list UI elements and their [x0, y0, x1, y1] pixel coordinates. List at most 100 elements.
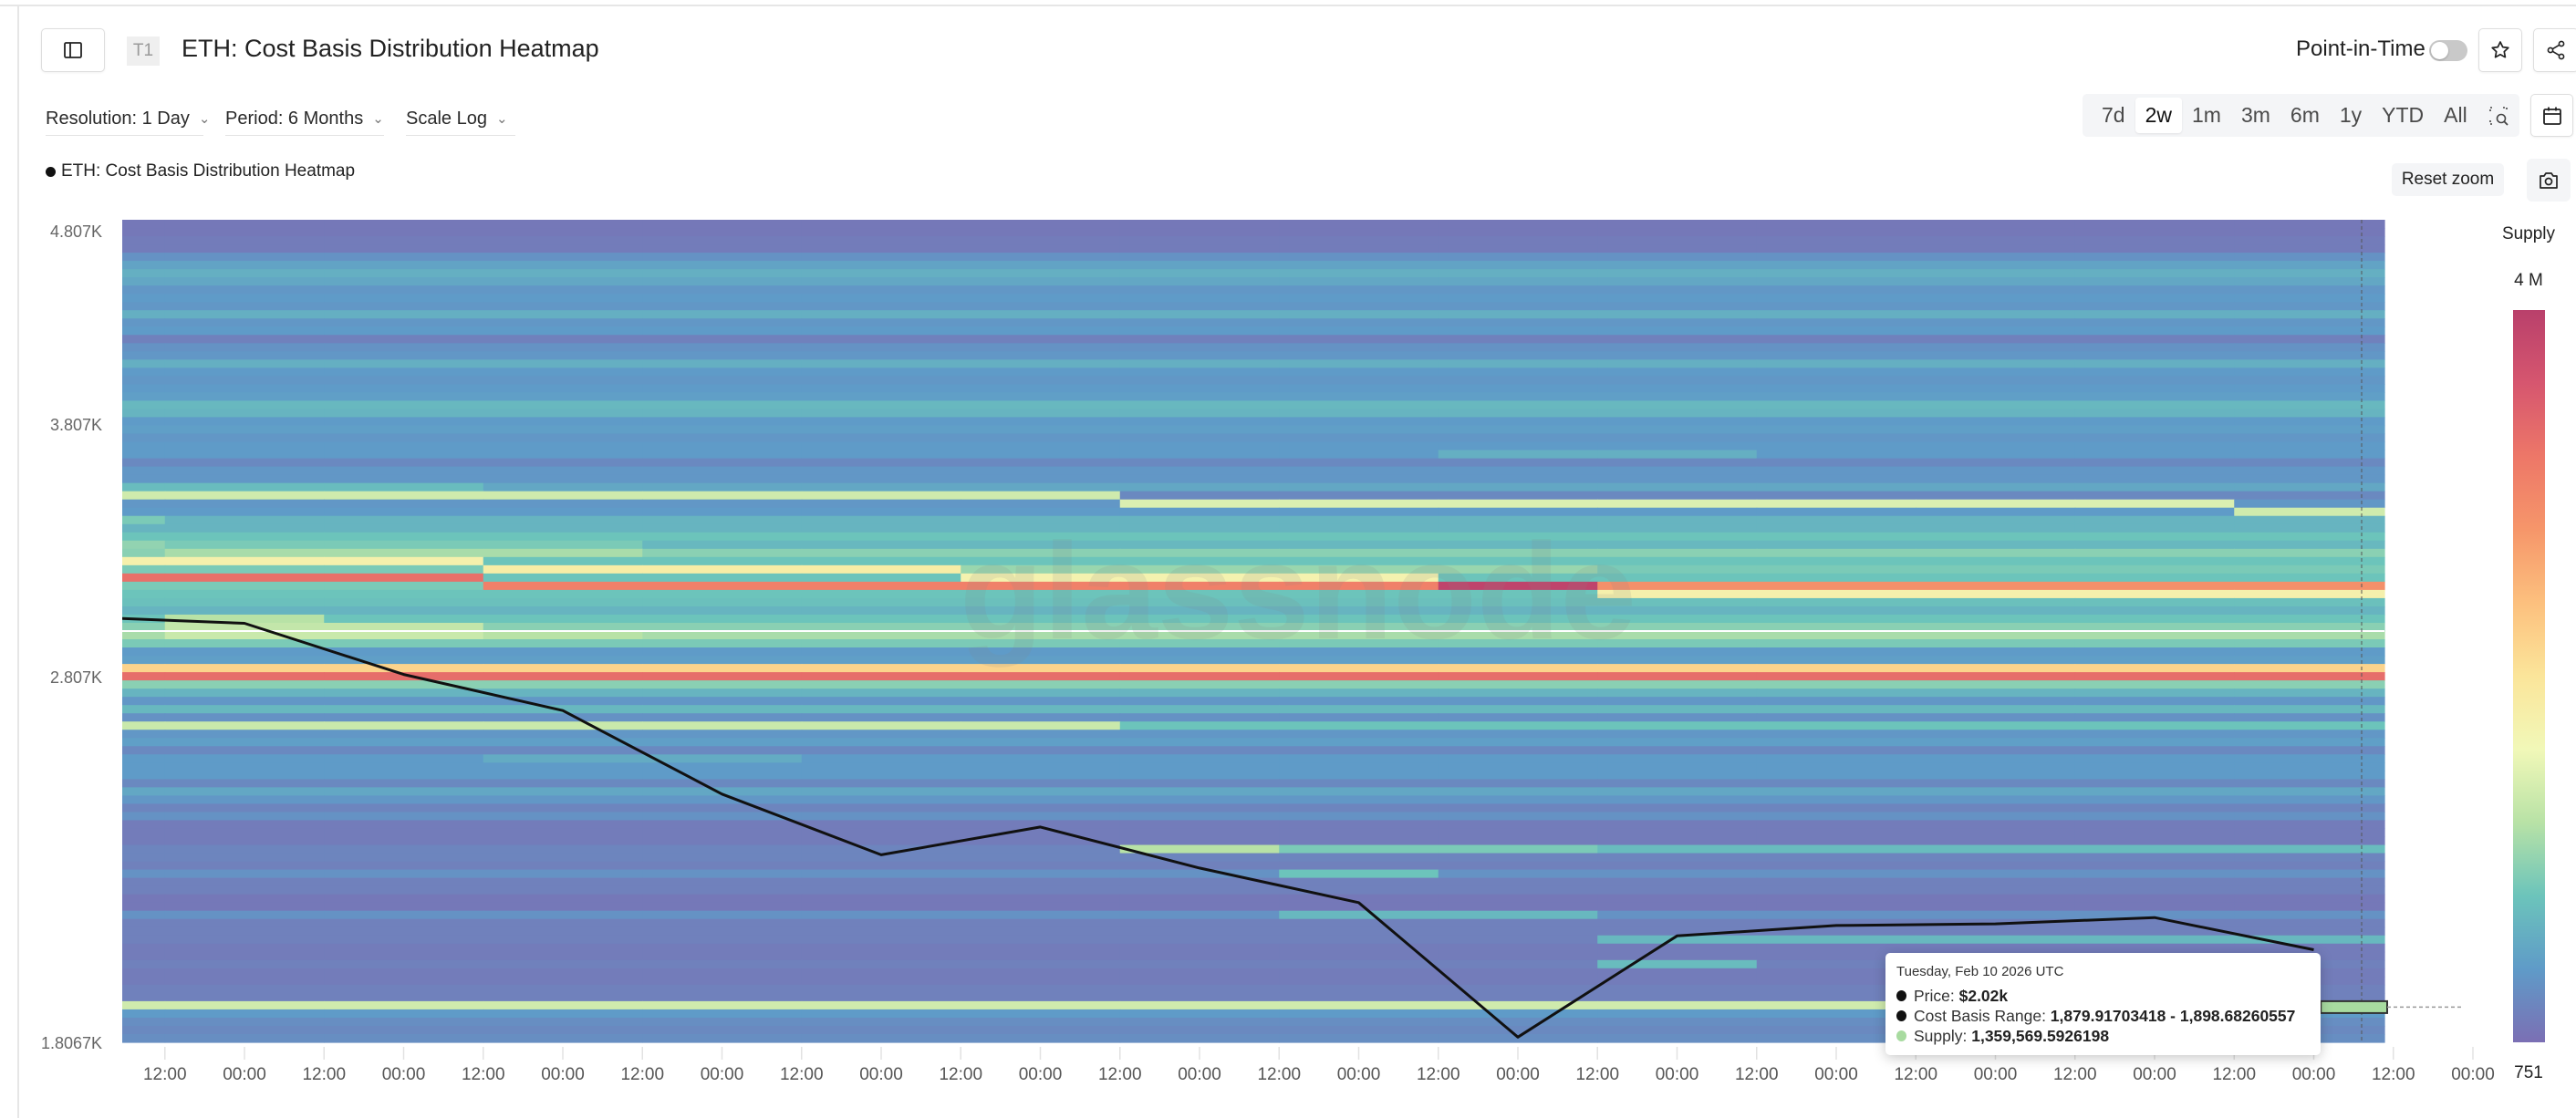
heatmap-cell[interactable] — [1279, 820, 1439, 830]
heatmap-cell[interactable] — [483, 581, 643, 591]
heatmap-cell[interactable] — [1916, 236, 2076, 245]
heatmap-cell[interactable] — [2074, 491, 2235, 501]
heatmap-cell[interactable] — [483, 277, 643, 286]
heatmap-cell[interactable] — [801, 384, 961, 394]
heatmap-cell[interactable] — [483, 738, 643, 747]
heatmap-cell[interactable] — [961, 409, 1121, 419]
heatmap-cell[interactable] — [961, 705, 1121, 714]
heatmap-cell[interactable] — [483, 450, 643, 460]
heatmap-cell[interactable] — [801, 515, 961, 525]
heatmap-cell[interactable] — [1119, 762, 1280, 771]
heatmap-cell[interactable] — [1438, 491, 1598, 501]
heatmap-cell[interactable] — [2074, 474, 2235, 484]
heatmap-cell[interactable] — [122, 1000, 166, 1010]
heatmap-cell[interactable] — [1916, 853, 2076, 863]
heatmap-cell[interactable] — [1597, 771, 1758, 780]
heatmap-cell[interactable] — [1279, 589, 1439, 599]
heatmap-cell[interactable] — [1597, 820, 1758, 830]
heatmap-cell[interactable] — [1119, 606, 1280, 616]
heatmap-cell[interactable] — [642, 564, 803, 575]
heatmap-cell[interactable] — [961, 754, 1121, 763]
heatmap-cell[interactable] — [2234, 351, 2385, 360]
heatmap-cell[interactable] — [1119, 926, 1280, 937]
heatmap-cell[interactable] — [1438, 647, 1598, 657]
heatmap-cell[interactable] — [801, 220, 961, 229]
heatmap-cell[interactable] — [801, 688, 961, 698]
heatmap-cell[interactable] — [2074, 680, 2235, 689]
heatmap-cell[interactable] — [164, 236, 325, 245]
heatmap-cell[interactable] — [122, 384, 166, 394]
heatmap-cell[interactable] — [961, 853, 1121, 863]
heatmap-cell[interactable] — [483, 614, 643, 624]
heatmap-cell[interactable] — [324, 738, 484, 747]
heatmap-cell[interactable] — [1597, 984, 1758, 994]
heatmap-cell[interactable] — [961, 803, 1121, 813]
heatmap-cell[interactable] — [801, 713, 961, 722]
heatmap-cell[interactable] — [961, 532, 1121, 542]
heatmap-cell[interactable] — [1119, 705, 1280, 714]
heatmap-cell[interactable] — [324, 926, 484, 937]
heatmap-cell[interactable] — [1756, 409, 1916, 419]
heatmap-cell[interactable] — [961, 269, 1121, 278]
heatmap-cell[interactable] — [1597, 656, 1758, 665]
heatmap-cell[interactable] — [122, 680, 166, 689]
heatmap-cell[interactable] — [961, 730, 1121, 739]
heatmap-cell[interactable] — [164, 968, 325, 978]
heatmap-cell[interactable] — [801, 992, 961, 1002]
heatmap-cell[interactable] — [164, 499, 325, 509]
heatmap-cell[interactable] — [1438, 277, 1598, 286]
heatmap-cell[interactable] — [1438, 902, 1598, 912]
heatmap-cell[interactable] — [1916, 688, 2076, 698]
heatmap-cell[interactable] — [483, 573, 643, 583]
heatmap-cell[interactable] — [1916, 532, 2076, 542]
heatmap-cell[interactable] — [961, 310, 1121, 319]
heatmap-cell[interactable] — [122, 425, 166, 435]
heatmap-cell[interactable] — [1119, 466, 1280, 476]
heatmap-cell[interactable] — [1916, 631, 2076, 640]
heatmap-cell[interactable] — [801, 597, 961, 607]
heatmap-cell[interactable] — [324, 548, 484, 558]
heatmap-cell[interactable] — [2074, 548, 2235, 558]
screenshot-button[interactable] — [2527, 159, 2571, 202]
heatmap-cell[interactable] — [1279, 869, 1439, 879]
heatmap-cell[interactable] — [961, 844, 1121, 854]
heatmap-cell[interactable] — [164, 787, 325, 796]
heatmap-cell[interactable] — [164, 384, 325, 394]
heatmap-cell[interactable] — [801, 853, 961, 863]
heatmap-cell[interactable] — [2234, 326, 2385, 336]
heatmap-cell[interactable] — [122, 556, 166, 566]
heatmap-cell[interactable] — [1597, 589, 1758, 599]
heatmap-cell[interactable] — [483, 664, 643, 673]
heatmap-cell[interactable] — [324, 943, 484, 953]
heatmap-cell[interactable] — [2234, 877, 2385, 887]
heatmap-cell[interactable] — [1119, 1025, 1280, 1035]
heatmap-cell[interactable] — [961, 458, 1121, 468]
heatmap-cell[interactable] — [961, 335, 1121, 344]
heatmap-cell[interactable] — [1119, 771, 1280, 780]
heatmap-cell[interactable] — [642, 400, 803, 410]
heatmap-cell[interactable] — [1438, 1017, 1598, 1027]
heatmap-cell[interactable] — [122, 639, 166, 648]
heatmap-cell[interactable] — [1597, 335, 1758, 344]
heatmap-cell[interactable] — [1119, 984, 1280, 994]
heatmap-cell[interactable] — [642, 1009, 803, 1019]
heatmap-cell[interactable] — [1756, 812, 1916, 822]
heatmap-cell[interactable] — [1916, 409, 2076, 419]
heatmap-cell[interactable] — [2234, 343, 2385, 352]
heatmap-cell[interactable] — [2234, 795, 2385, 805]
range-ytd[interactable]: YTD — [2382, 103, 2425, 127]
heatmap-cell[interactable] — [1597, 803, 1758, 813]
heatmap-cell[interactable] — [1597, 1009, 1758, 1019]
heatmap-cell[interactable] — [122, 244, 166, 254]
heatmap-cell[interactable] — [961, 1009, 1121, 1019]
heatmap-cell[interactable] — [1119, 400, 1280, 410]
heatmap-cell[interactable] — [1279, 253, 1439, 262]
heatmap-cell[interactable] — [1916, 417, 2076, 427]
range-2w[interactable]: 2w — [2135, 98, 2182, 133]
heatmap-cell[interactable] — [164, 433, 325, 443]
heatmap-cell[interactable] — [483, 622, 643, 632]
heatmap-cell[interactable] — [1756, 318, 1916, 327]
heatmap-cell[interactable] — [122, 1033, 166, 1043]
heatmap-cell[interactable] — [961, 466, 1121, 476]
heatmap-cell[interactable] — [2074, 564, 2235, 575]
